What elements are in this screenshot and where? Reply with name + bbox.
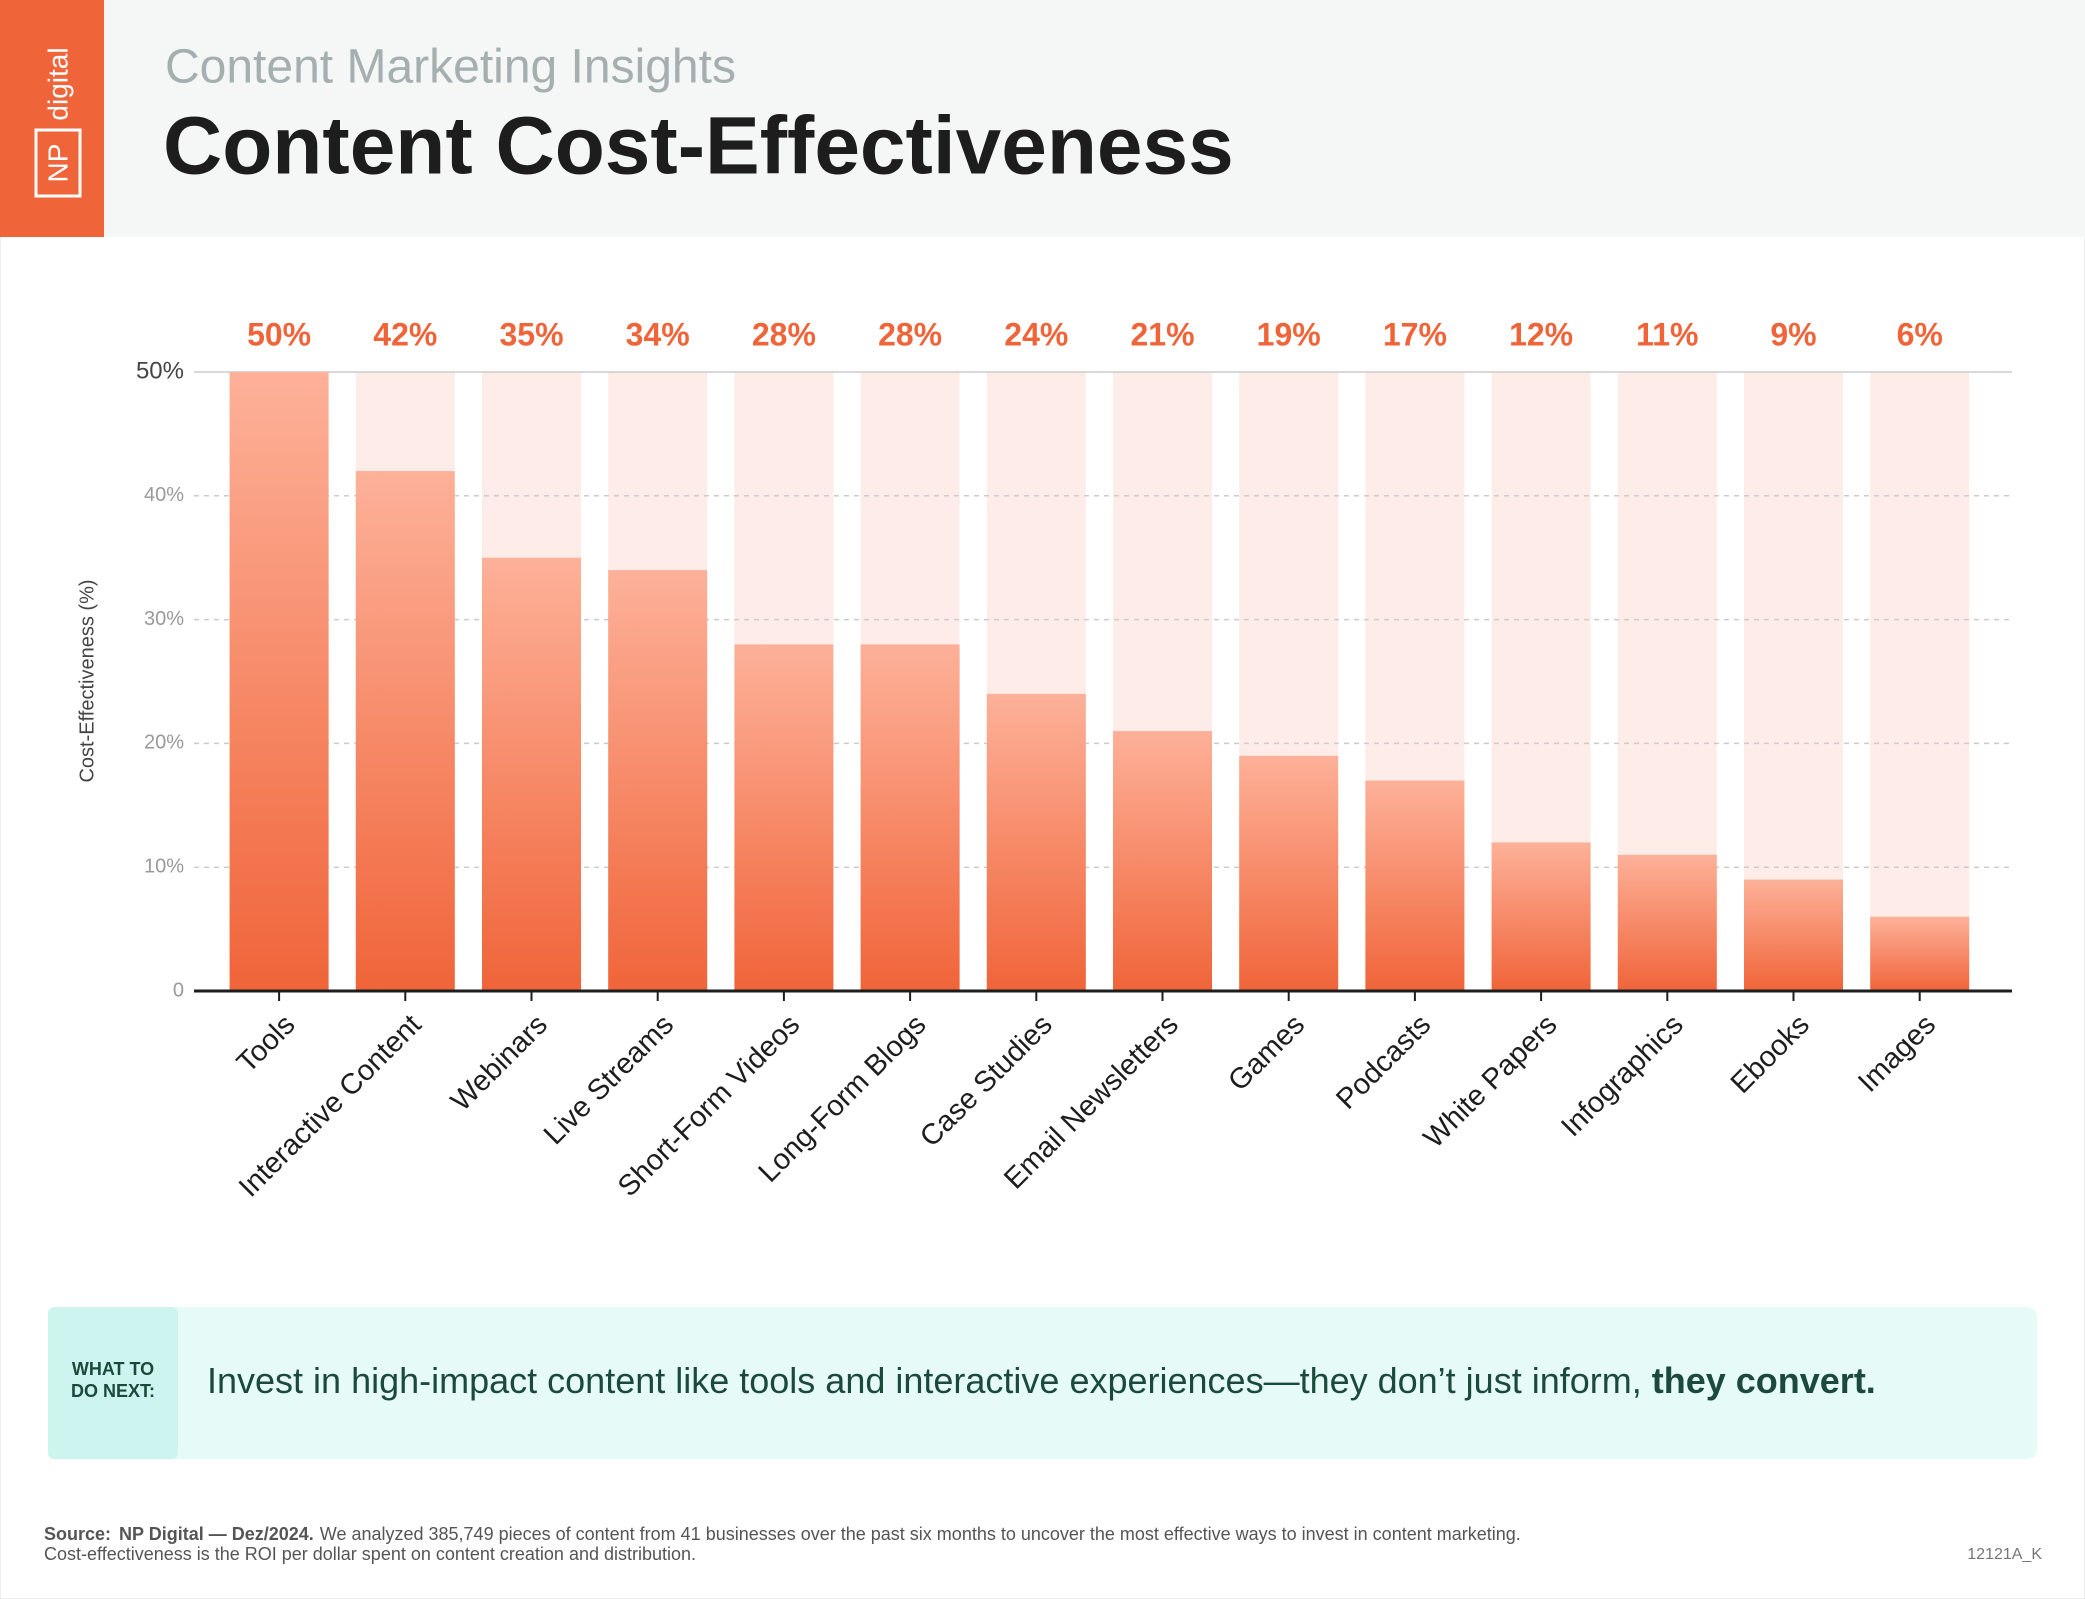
bar [1365,780,1465,991]
chart-title: Content Cost-Effectiveness [163,101,1234,192]
y-tick-label: 40% [144,484,184,506]
callout-tab [48,1307,178,1459]
value-label: 12% [1509,316,1573,352]
callout-text: Invest in high-impact content like tools… [207,1360,1876,1401]
source-note: Cost-effectiveness is the ROI per dollar… [44,1544,696,1564]
bar [860,644,960,991]
bar [1617,854,1717,991]
logo-box [34,128,82,198]
source-line: Source: NP Digital — Dez/2024. We analyzed… [44,1524,1521,1544]
bar [1744,879,1843,991]
callout-label: WHAT TO [72,1359,154,1379]
callout-bg [48,1307,2037,1459]
bar [1239,755,1339,991]
source-name: NP Digital — Dez/2024. [119,1524,314,1544]
source-code: 12121A_K [1967,1546,2042,1563]
callout-label: DO NEXT: [71,1381,155,1401]
value-label: 35% [499,316,563,352]
y-tick-label: 10% [144,855,184,877]
y-tick-label: 0 [173,979,184,1001]
y-tick-label: 30% [144,608,184,630]
value-label: 17% [1383,316,1447,352]
bar [1870,916,1970,991]
value-label: 34% [626,316,690,352]
callout-emphasis: they convert. [1652,1360,1876,1401]
value-label: 24% [1004,316,1068,352]
y-axis-label: Cost-Effectiveness (%) [76,579,98,782]
source-text: We analyzed 385,749 pieces of content fr… [320,1524,1521,1544]
value-label: 21% [1130,316,1194,352]
y-tick-label: 50% [136,357,184,384]
bar [355,471,455,991]
value-label: 9% [1770,316,1816,352]
bar [1491,842,1591,991]
bar [229,372,329,991]
bar [986,693,1086,991]
subtitle: Content Marketing Insights [165,41,736,94]
value-label: 50% [247,316,311,352]
y-tick-label: 20% [144,732,184,754]
callout-body: Invest in high-impact content like tools… [207,1360,1652,1401]
value-label: 6% [1897,316,1943,352]
logo-digital: digital [42,47,73,120]
bar-background [1870,372,1970,991]
header-bg [0,0,2085,237]
bar [482,557,581,991]
value-label: 19% [1257,316,1321,352]
value-label: 42% [373,316,437,352]
value-label: 28% [878,316,942,352]
bar [734,644,834,991]
logo-np: NP [42,144,73,183]
value-label: 28% [752,316,816,352]
value-label: 11% [1636,316,1698,352]
source-label: Source: [44,1524,111,1544]
bar [1113,731,1212,991]
bar [608,570,708,991]
